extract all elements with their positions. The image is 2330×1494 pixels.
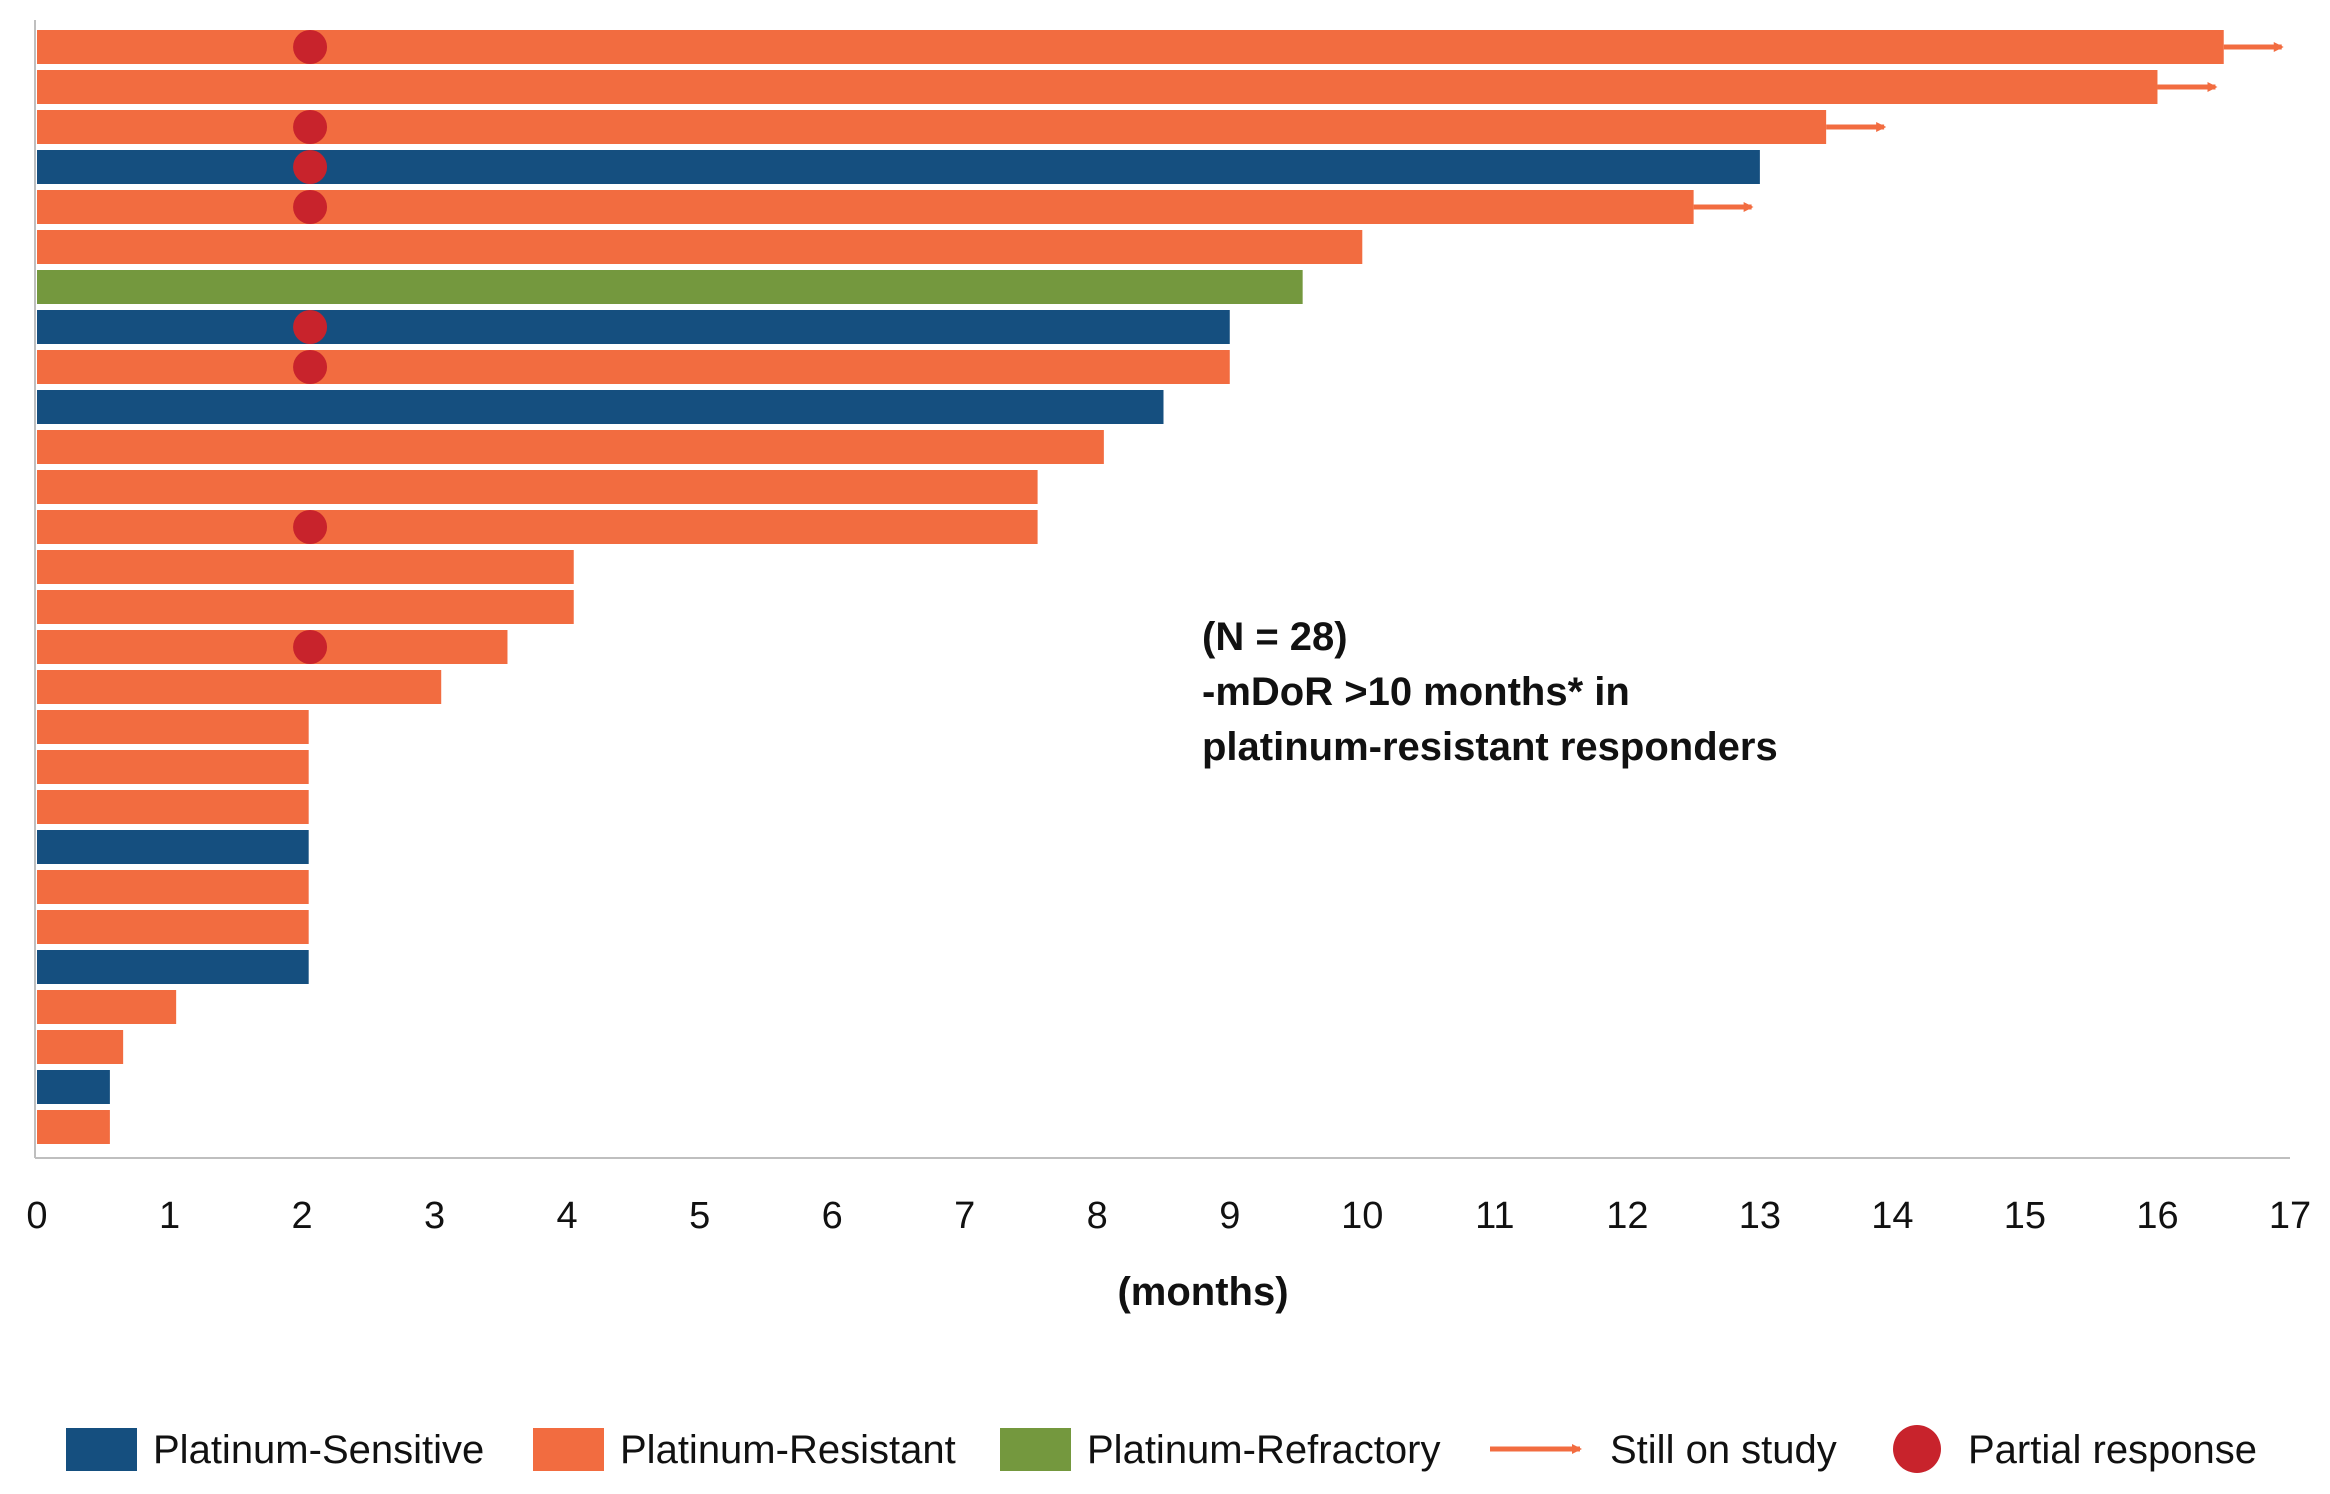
bar-12 [37,470,1038,504]
bar-28 [37,1110,110,1144]
partial-response-dot-3 [293,110,328,144]
bar-26 [37,1030,124,1064]
partial-response-dot-1 [293,30,328,64]
bar-13 [37,510,1038,544]
x-tick-label-13: 13 [1739,1195,1781,1237]
bar-27 [37,1070,110,1104]
bar-1 [37,30,2224,64]
bar-18 [37,710,309,744]
x-tick-label-9: 9 [1219,1195,1240,1237]
x-tick-label-7: 7 [954,1195,975,1237]
bars-layer [37,30,2284,1144]
x-tick-label-4: 4 [557,1195,578,1237]
x-axis-title: (months) [1117,1270,1288,1314]
bar-10 [37,390,1164,424]
annotation-line-1: (N = 28) [1202,615,1348,659]
x-tick-label-17: 17 [2269,1195,2311,1237]
bar-24 [37,950,309,984]
bar-20 [37,790,309,824]
x-tick-label-0: 0 [26,1195,47,1237]
x-tick-label-10: 10 [1341,1195,1383,1237]
partial-response-dot-4 [293,150,328,184]
x-axis: 0 1 2 3 4 5 6 7 8 9 10 11 12 13 14 15 16 17(months) [26,20,2311,1314]
bar-22 [37,870,309,904]
bar-14 [37,550,574,584]
legend-label-platinum-refractory: Platinum-Refractory [1087,1428,1440,1472]
bar-15 [37,590,574,624]
bar-6 [37,230,1363,264]
annotation: (N = 28) -mDoR >10 months* in platinum-res… [1202,615,1778,769]
partial-response-dot-5 [293,190,328,224]
annotation-line-2: -mDoR >10 months* in [1202,670,1630,714]
bar-19 [37,750,309,784]
legend: Platinum-Sensitive Platinum-Resistant Plat… [66,1425,2257,1473]
x-tick-label-1: 1 [159,1195,180,1237]
bar-3 [37,110,1827,144]
bar-9 [37,350,1230,384]
x-tick-label-2: 2 [291,1195,312,1237]
legend-swatch-platinum-resistant [533,1428,604,1471]
partial-response-dot-9 [293,350,328,384]
bar-2 [37,70,2158,104]
x-tick-label-14: 14 [1871,1195,1913,1237]
x-tick-label-5: 5 [689,1195,710,1237]
bar-23 [37,910,309,944]
bar-11 [37,430,1104,464]
bar-21 [37,830,309,864]
x-tick-label-8: 8 [1087,1195,1108,1237]
legend-label-platinum-resistant: Platinum-Resistant [620,1428,956,1472]
bar-25 [37,990,177,1024]
x-tick-label-15: 15 [2004,1195,2046,1237]
x-tick-label-16: 16 [2136,1195,2178,1237]
x-tick-label-12: 12 [1606,1195,1648,1237]
legend-label-still-on-study: Still on study [1610,1428,1837,1472]
bar-16 [37,630,508,664]
bar-8 [37,310,1230,344]
x-tick-label-11: 11 [1475,1195,1514,1237]
legend-label-platinum-sensitive: Platinum-Sensitive [153,1428,484,1472]
bar-17 [37,670,442,704]
legend-swatch-platinum-sensitive [66,1428,137,1471]
partial-response-dot-13 [293,510,328,544]
partial-response-dot-16 [293,630,328,664]
partial-response-dot-8 [293,310,328,344]
x-tick-label-3: 3 [424,1195,445,1237]
x-tick-label-6: 6 [822,1195,843,1237]
legend-label-partial-response: Partial response [1968,1428,2257,1472]
legend-swatch-platinum-refractory [1000,1428,1071,1471]
bar-5 [37,190,1694,224]
bar-7 [37,270,1303,304]
legend-dot-icon [1893,1425,1941,1473]
annotation-line-3: platinum-resistant responders [1202,725,1778,769]
